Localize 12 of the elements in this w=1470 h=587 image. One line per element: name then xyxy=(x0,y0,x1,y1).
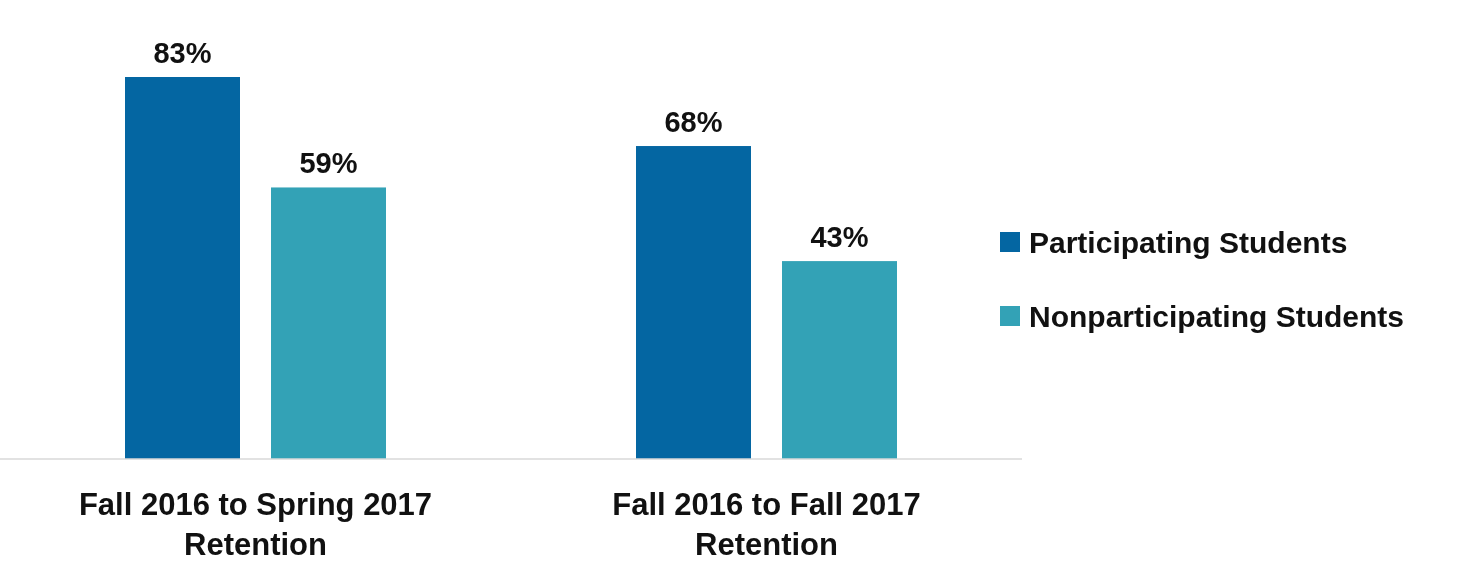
data-label: 68% xyxy=(664,106,723,139)
legend-label: Nonparticipating Students xyxy=(1029,300,1404,333)
data-label: 43% xyxy=(810,221,869,254)
bar xyxy=(125,77,240,459)
data-label: 83% xyxy=(153,37,212,69)
data-label: 59% xyxy=(299,147,358,180)
legend-label: Participating Students xyxy=(1029,226,1348,259)
x-tick-label: Fall 2016 to Spring 2017 Retention xyxy=(78,487,433,562)
x-tick-label: Fall 2016 to Fall 2017 Retention xyxy=(612,487,921,562)
bar xyxy=(636,146,751,459)
bar xyxy=(271,187,386,459)
bar xyxy=(782,261,897,459)
